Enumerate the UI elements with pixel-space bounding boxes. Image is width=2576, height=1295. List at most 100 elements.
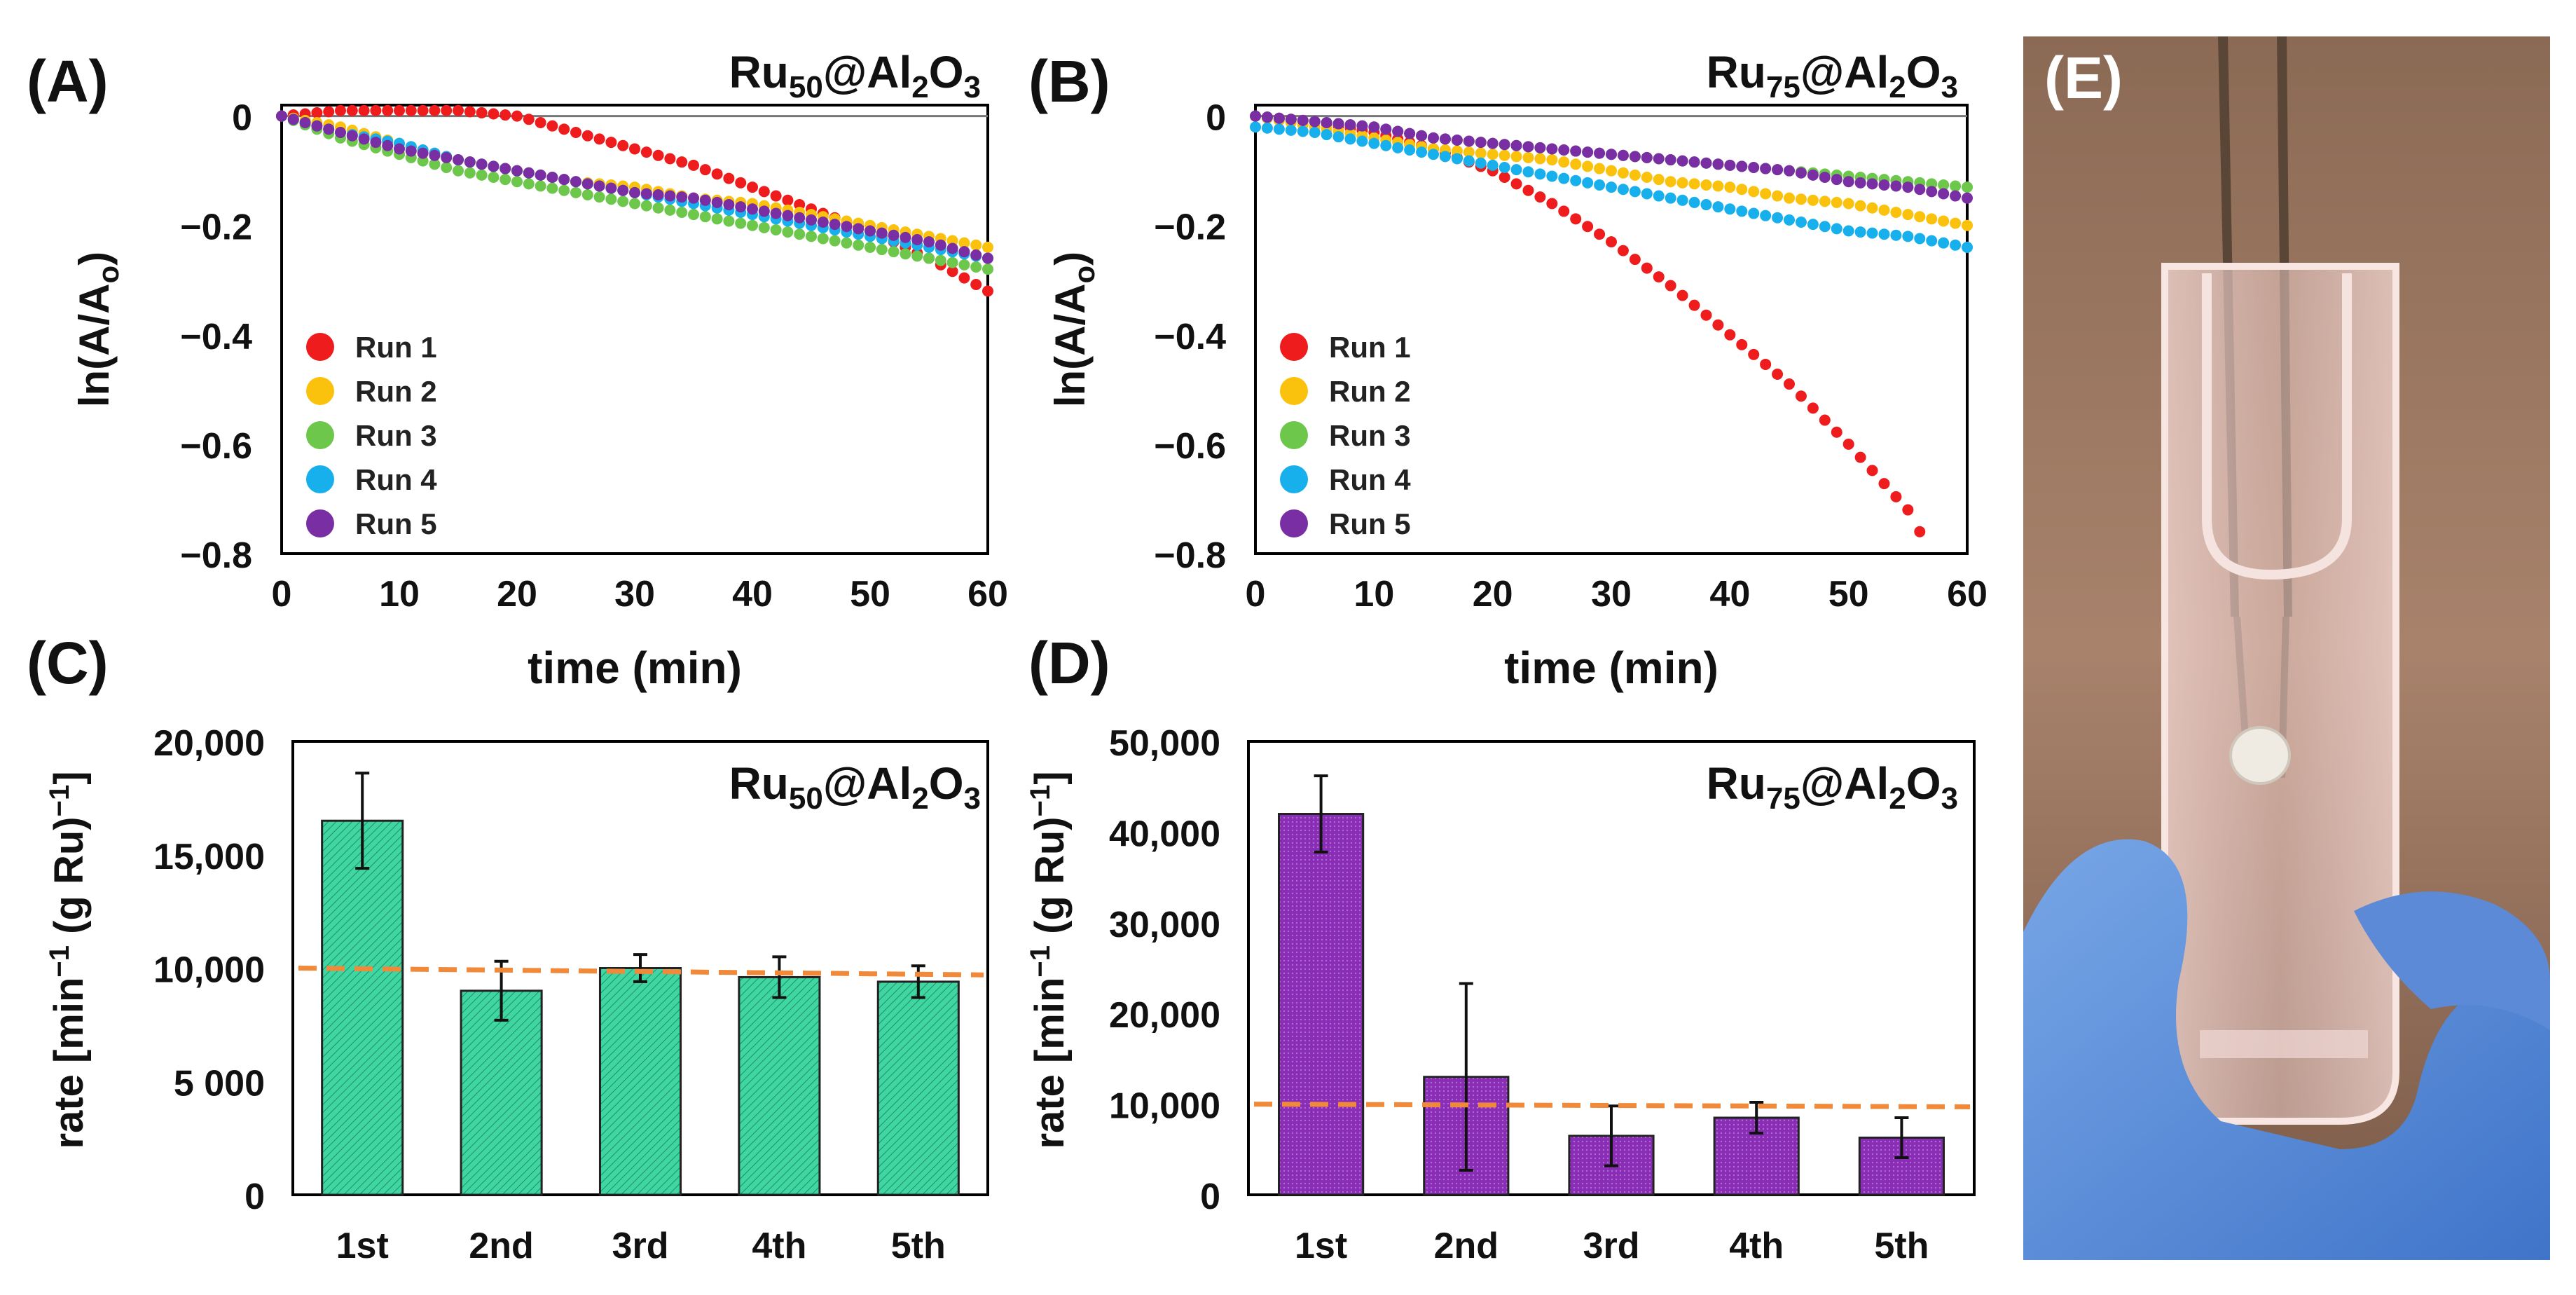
gloved-hand-icon [2023,839,2550,1260]
run-4-point [1594,179,1606,191]
run-5-point [488,160,500,172]
legend-label-run-5: Run 5 [355,507,437,540]
run-3-point [876,244,888,256]
run-5-point [1463,135,1475,147]
run-1-point [1878,478,1890,490]
run-4-point [1962,241,1973,253]
run-2-point [1843,198,1854,210]
run-5-point [1866,178,1878,190]
run-5-point [453,154,464,166]
legend-marker-run-2 [1280,377,1308,405]
panel-d-y-axis-label: rate [min−1 (g Ru)−1] [1025,771,1073,1149]
run-4-point [1878,228,1890,240]
y-tick-label: −0.4 [1154,317,1226,357]
panel-a: (A) Ru50@Al2O3 0 −0.2 −0.4 −0.6 −0.8 0 10 20 30… [27,47,1008,693]
run-3-point [1962,181,1973,193]
run-2-point [1558,156,1570,168]
run-5-point [1795,167,1807,179]
run-1-point [1558,205,1570,217]
run-5-point [1914,184,1926,196]
run-4-point [1534,168,1546,180]
panel-b-points [1250,110,1973,537]
run-5-point [394,143,405,155]
panel-c-title: Ru50@Al2O3 [729,758,981,816]
run-1-point [640,146,652,158]
run-5-point [1843,176,1854,188]
run-4-point [1843,225,1854,237]
run-4-point [1558,172,1570,184]
y-tick-label: 20,000 [153,723,265,764]
run-1-point [441,104,453,116]
run-5-point [1712,158,1724,170]
run-3-point [546,182,558,194]
run-1-point [735,177,747,189]
run-5-point [464,156,476,168]
run-2-point [1950,217,1962,229]
run-4-point [1795,217,1807,228]
run-1-point [664,153,676,165]
run-1-point [1807,402,1819,414]
run-5-point [958,246,970,258]
run-2-point [1499,149,1510,161]
run-4-point [1938,237,1950,249]
panel-b-label: (B) [1028,48,1110,114]
run-5-point [817,217,829,228]
run-3-point [806,231,817,242]
run-1-point [570,127,581,139]
run-4-point [1344,133,1356,145]
panel-e-photo: (E) [2023,36,2550,1260]
run-2-point [1962,219,1973,231]
panel-b-y-ticks: 0 −0.2 −0.4 −0.6 −0.8 [1154,98,1226,576]
run-4-point [1309,127,1321,139]
run-4-point [1250,121,1261,133]
run-3-point [841,237,853,249]
run-4-point [1760,210,1772,221]
run-3-point [488,172,500,184]
run-3-point [676,206,688,218]
run-5-point [1321,116,1332,128]
legend-marker-run-5 [1280,509,1308,537]
run-3-point [640,200,652,212]
run-5-point [1499,139,1510,151]
run-5-point [1261,111,1273,123]
run-5-point [723,199,735,211]
run-1-point [982,285,993,297]
panel-d-title: Ru75@Al2O3 [1707,758,1958,816]
run-5-point [500,163,511,174]
cuvette-icon [2161,263,2399,1125]
run-5-point [335,127,346,139]
run-5-point [1546,143,1558,155]
run-5-point [1629,151,1641,163]
run-5-point [1416,130,1428,142]
x-tick-label: 0 [1246,574,1266,615]
run-1-point [1843,438,1854,450]
run-4-point [1606,181,1617,193]
run-4-point [1819,221,1831,233]
run-1-point [1617,245,1629,256]
run-3-point [593,191,605,203]
run-5-point [570,176,581,188]
run-4-point [1807,219,1819,231]
panel-b-x-axis-label: time (min) [1504,643,1719,693]
run-5-point [1368,121,1380,133]
run-5-point [546,172,558,184]
run-1-point [617,139,629,151]
panel-a-y-axis-label: ln(A/Ao) [71,252,125,407]
run-1-point [1570,213,1582,225]
run-5-point [1878,179,1890,191]
run-4-point [1676,194,1688,206]
run-5-point [1428,132,1439,144]
run-5-point [1250,110,1261,122]
legend-marker-run-4 [306,465,334,493]
panel-c-y-ticks: 20,000 15,000 10,000 5 000 0 [153,723,265,1217]
panel-d: (D) Ru75@Al2O3 50,000 40,000 30,000 20,000 1… [1025,630,1976,1266]
run-2-point [1617,167,1629,179]
run-5-point [806,214,817,226]
run-3-point [500,174,511,186]
category-label: 3rd [612,1226,669,1266]
run-2-point [1606,165,1617,177]
run-1-point [699,164,711,176]
panel-d-label: (D) [1028,630,1110,696]
catalyst-pellet-icon [2229,726,2291,785]
run-3-point [581,189,593,200]
